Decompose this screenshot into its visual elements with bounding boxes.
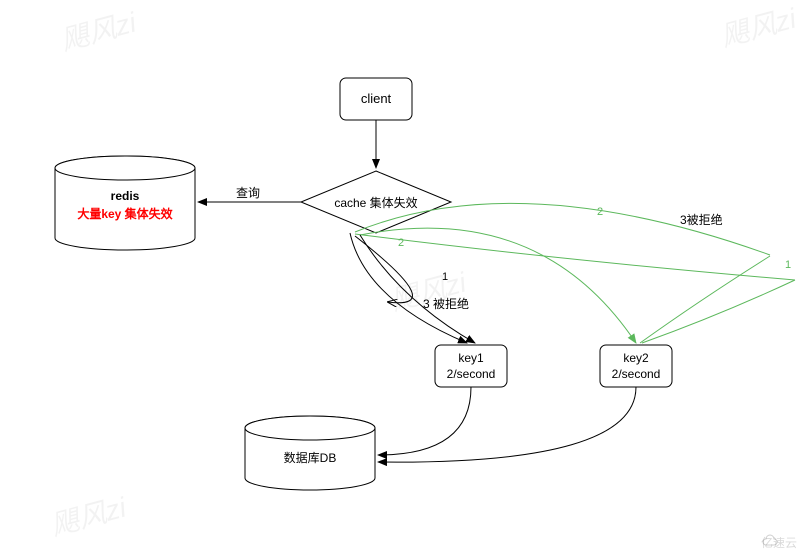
edge-cache-redis-label: 查询 bbox=[236, 186, 260, 200]
edge-green-upper-label: 2 bbox=[597, 206, 603, 218]
edge-green-1-label: 1 bbox=[785, 259, 791, 271]
edge-cache-key1-1: 1 bbox=[442, 271, 448, 283]
key1-l2: 2/second bbox=[447, 367, 496, 381]
flowchart-canvas: client cache 集体失效 redis 大量key 集体失效 查询 2 … bbox=[0, 0, 807, 559]
key2-l2: 2/second bbox=[612, 367, 661, 381]
edge-cache-key1-reject-label: 3 被拒绝 bbox=[423, 296, 469, 311]
cloud-icon bbox=[761, 534, 779, 548]
redis-title: redis bbox=[111, 189, 140, 203]
edge-key1-db bbox=[378, 387, 471, 455]
db-label: 数据库DB bbox=[284, 450, 337, 465]
key2-l1: key2 bbox=[623, 351, 649, 365]
logo-text: 亿速云 bbox=[761, 534, 797, 551]
edge-green-reject-label: 3被拒绝 bbox=[680, 212, 723, 227]
edge-green-mid-label: 2 bbox=[398, 237, 404, 249]
key1-l1: key1 bbox=[458, 351, 484, 365]
edge-cache-key1-b bbox=[360, 235, 475, 343]
client-label: client bbox=[361, 91, 392, 106]
redis-subtitle: 大量key 集体失效 bbox=[77, 206, 173, 221]
cache-label: cache 集体失效 bbox=[334, 195, 417, 210]
redis-node bbox=[55, 156, 195, 250]
